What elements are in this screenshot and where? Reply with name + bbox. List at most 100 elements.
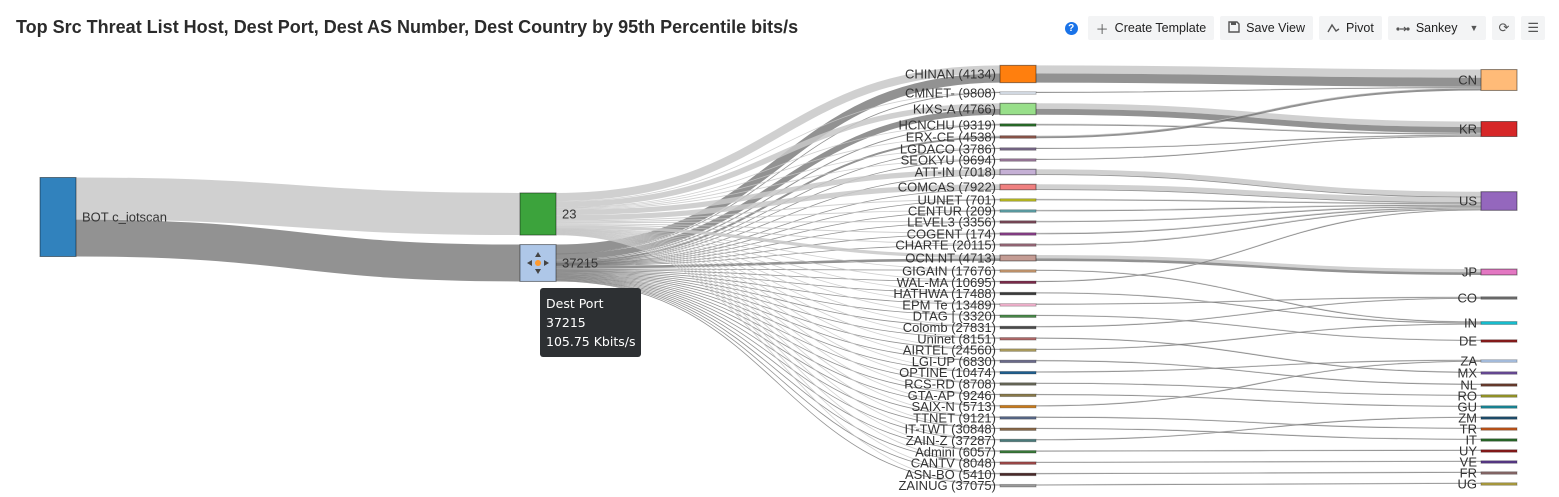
asn-node[interactable]: WAL-MA (10695) xyxy=(897,275,1037,290)
pivot-button[interactable]: Pivot xyxy=(1319,16,1382,40)
sankey-link[interactable] xyxy=(555,92,1001,255)
node-rect[interactable] xyxy=(999,404,1037,409)
sankey-link[interactable] xyxy=(555,159,1001,264)
sankey-link[interactable] xyxy=(1035,461,1482,463)
sankey-link[interactable] xyxy=(555,234,1001,474)
node-rect[interactable] xyxy=(999,483,1037,488)
country-node[interactable]: KR xyxy=(1459,120,1518,138)
asn-node[interactable]: TTNET (9121) xyxy=(913,410,1037,425)
asn-node[interactable]: IT-TWT (30848) xyxy=(904,422,1037,437)
sankey-link[interactable] xyxy=(1035,393,1482,407)
sankey-link[interactable] xyxy=(1035,199,1482,205)
source-node[interactable]: BOT c_iotscan xyxy=(39,177,167,257)
sankey-link[interactable] xyxy=(555,270,1001,317)
asn-node[interactable]: LGI-UP (6830) xyxy=(912,354,1037,369)
node-rect[interactable] xyxy=(1480,405,1518,409)
sankey-link[interactable] xyxy=(555,184,1001,221)
node-rect[interactable] xyxy=(999,102,1037,116)
sankey-link[interactable] xyxy=(555,210,1001,266)
sankey-link[interactable] xyxy=(1035,87,1482,137)
sankey-link[interactable] xyxy=(1035,205,1482,222)
sankey-link[interactable] xyxy=(1035,472,1482,475)
node-rect[interactable] xyxy=(999,416,1037,420)
save-view-button[interactable]: Save View xyxy=(1220,16,1314,40)
sankey-link[interactable] xyxy=(555,234,1001,486)
sankey-link[interactable] xyxy=(555,233,1001,463)
country-node[interactable]: IN xyxy=(1464,316,1518,331)
asn-node[interactable]: ZAINUG (37075) xyxy=(898,478,1037,493)
sankey-link[interactable] xyxy=(555,230,1001,350)
sankey-link[interactable] xyxy=(555,270,1001,305)
sankey-link[interactable] xyxy=(555,231,1001,373)
asn-node[interactable]: ZAIN-Z (37287) xyxy=(906,433,1037,448)
asn-node[interactable]: CENTUR (209) xyxy=(908,204,1037,219)
node-rect[interactable] xyxy=(1480,359,1518,363)
sankey-link[interactable] xyxy=(1035,292,1482,324)
sankey-link[interactable] xyxy=(555,229,1001,305)
chart-type-dropdown[interactable]: Sankey ▼ xyxy=(1387,16,1487,40)
asn-node[interactable]: EPM Te (13489) xyxy=(902,297,1037,312)
sankey-link[interactable] xyxy=(555,274,1001,384)
node-rect[interactable] xyxy=(1480,371,1518,375)
sankey-link[interactable] xyxy=(1035,270,1482,323)
sankey-link[interactable] xyxy=(555,268,1001,283)
sankey-link[interactable] xyxy=(1035,359,1482,385)
sankey-link[interactable] xyxy=(1035,73,1482,87)
asn-node[interactable]: KIXS-A (4766) xyxy=(913,102,1037,117)
sankey-link[interactable] xyxy=(1035,269,1482,323)
node-rect[interactable] xyxy=(999,254,1037,262)
sankey-link[interactable] xyxy=(1035,135,1482,160)
sankey-link[interactable] xyxy=(1035,337,1482,373)
node-rect[interactable] xyxy=(1480,427,1518,431)
sankey-link[interactable] xyxy=(1035,65,1482,78)
sankey-link[interactable] xyxy=(555,232,1001,406)
node-rect[interactable] xyxy=(1480,394,1518,398)
move-icon[interactable] xyxy=(527,252,549,274)
sankey-link[interactable] xyxy=(555,231,1001,384)
sankey-link[interactable] xyxy=(1035,123,1482,134)
port-node-23[interactable]: 23 xyxy=(519,192,576,236)
node-rect[interactable] xyxy=(1480,460,1518,464)
node-rect[interactable] xyxy=(1480,416,1518,420)
sankey-link[interactable] xyxy=(555,123,1001,209)
node-rect[interactable] xyxy=(1480,296,1518,300)
sankey-link[interactable] xyxy=(555,274,1001,373)
sankey-link[interactable] xyxy=(555,148,1001,264)
sankey-link[interactable] xyxy=(1035,360,1482,373)
country-node[interactable]: DE xyxy=(1459,334,1518,349)
node-rect[interactable] xyxy=(999,123,1037,127)
sankey-link[interactable] xyxy=(555,276,1001,418)
sankey-link[interactable] xyxy=(1035,315,1482,341)
sankey-link[interactable] xyxy=(1035,297,1482,327)
sankey-link[interactable] xyxy=(1035,124,1482,135)
sankey-link[interactable] xyxy=(1035,360,1482,406)
sankey-link[interactable] xyxy=(555,147,1001,210)
node-rect[interactable] xyxy=(999,280,1037,285)
refresh-button[interactable]: ⟳ xyxy=(1492,16,1516,40)
node-rect[interactable] xyxy=(1480,438,1518,442)
sankey-link[interactable] xyxy=(1035,483,1482,486)
node-rect[interactable] xyxy=(999,359,1037,364)
node-rect[interactable] xyxy=(1480,321,1518,325)
node-rect[interactable] xyxy=(1480,191,1518,211)
asn-node[interactable]: SAIX-N (5713) xyxy=(911,399,1037,414)
country-node[interactable]: IT xyxy=(1465,433,1518,448)
country-node[interactable]: MX xyxy=(1458,366,1518,381)
node-rect[interactable] xyxy=(999,198,1037,202)
sankey-link[interactable] xyxy=(555,230,1001,339)
sankey-link[interactable] xyxy=(1035,103,1482,128)
sankey-link[interactable] xyxy=(1035,450,1482,452)
sankey-link[interactable] xyxy=(1035,394,1482,407)
sankey-link[interactable] xyxy=(555,272,1001,339)
sankey-link[interactable] xyxy=(555,228,1001,282)
country-node[interactable]: JP xyxy=(1462,265,1518,280)
node-rect[interactable] xyxy=(519,192,557,236)
node-rect[interactable] xyxy=(1480,471,1518,475)
node-rect[interactable] xyxy=(1480,339,1518,343)
node-rect[interactable] xyxy=(999,232,1037,236)
sankey-link[interactable] xyxy=(1035,297,1482,328)
node-rect[interactable] xyxy=(999,291,1037,296)
sankey-link[interactable] xyxy=(1035,198,1482,204)
country-node[interactable]: FR xyxy=(1460,466,1518,481)
country-node[interactable]: UY xyxy=(1459,444,1518,459)
